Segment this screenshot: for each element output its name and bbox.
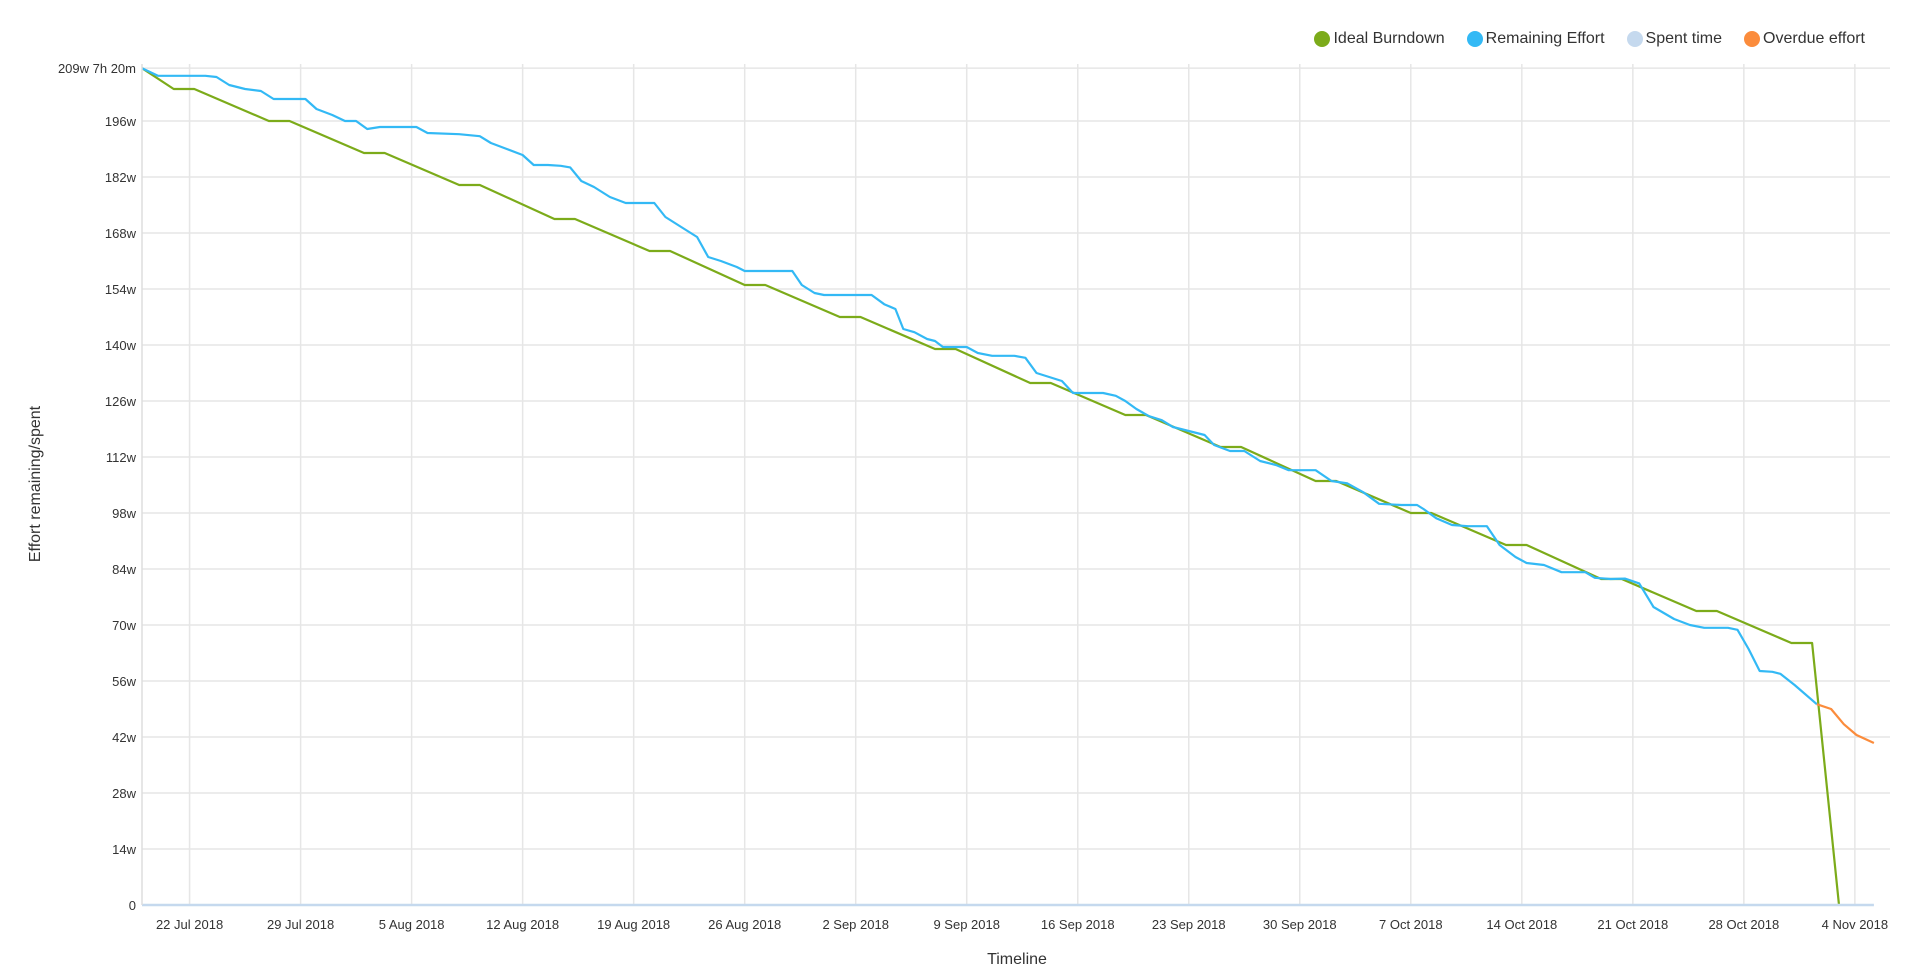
y-tick-label: 98w bbox=[112, 506, 136, 521]
x-tick-label: 14 Oct 2018 bbox=[1486, 917, 1557, 932]
legend-item-ideal-burndown[interactable]: Ideal Burndown bbox=[1314, 30, 1445, 48]
y-tick-label: 112w bbox=[106, 450, 137, 465]
series-overdue-effort[interactable] bbox=[1816, 703, 1875, 744]
y-tick-label: 209w 7h 20m bbox=[58, 61, 136, 76]
legend-label: Ideal Burndown bbox=[1333, 30, 1445, 47]
series-remaining-effort[interactable] bbox=[141, 67, 1818, 706]
x-tick-label: 23 Sep 2018 bbox=[1152, 917, 1226, 932]
y-tick-label: 56w bbox=[112, 674, 136, 689]
legend-item-spent-time[interactable]: Spent time bbox=[1626, 30, 1723, 48]
y-tick-label: 28w bbox=[112, 786, 136, 801]
y-tick-label: 154w bbox=[105, 282, 137, 297]
legend-dot-icon bbox=[1466, 31, 1483, 47]
series-lines bbox=[141, 67, 1875, 907]
y-tick-label: 126w bbox=[105, 394, 137, 409]
legend-label: Remaining Effort bbox=[1485, 30, 1605, 47]
y-tick-label: 14w bbox=[112, 842, 136, 857]
x-tick-label: 2 Sep 2018 bbox=[822, 917, 889, 932]
legend-dot-icon bbox=[1626, 31, 1643, 47]
legend-label: Spent time bbox=[1645, 30, 1723, 47]
legend-dot-icon bbox=[1314, 31, 1331, 47]
axes: 0 14w 28w 42w 56w 70w 84w 98w 112w 126w 140w 154w 16… bbox=[58, 61, 1888, 932]
y-tick-label: 84w bbox=[112, 562, 136, 577]
y-axis-title: Effort remaining/spent bbox=[27, 405, 44, 562]
legend-dot-icon bbox=[1744, 31, 1761, 47]
x-axis-title: Timeline bbox=[987, 951, 1047, 968]
y-tick-label: 70w bbox=[112, 618, 136, 633]
legend-label: Overdue effort bbox=[1763, 30, 1865, 47]
x-tick-label: 26 Aug 2018 bbox=[708, 917, 781, 932]
x-tick-label: 28 Oct 2018 bbox=[1708, 917, 1779, 932]
y-tick-label: 140w bbox=[105, 338, 137, 353]
x-tick-label: 12 Aug 2018 bbox=[486, 917, 559, 932]
x-tick-label: 16 Sep 2018 bbox=[1041, 917, 1115, 932]
legend-item-overdue-effort[interactable]: Overdue effort bbox=[1744, 30, 1865, 48]
series-ideal-burndown[interactable] bbox=[141, 67, 1841, 906]
y-tick-label: 182w bbox=[105, 170, 137, 185]
x-tick-label: 30 Sep 2018 bbox=[1263, 917, 1337, 932]
x-tick-label: 19 Aug 2018 bbox=[597, 917, 670, 932]
x-tick-label: 4 Nov 2018 bbox=[1822, 917, 1889, 932]
y-tick-label: 196w bbox=[105, 114, 137, 129]
y-tick-label: 168w bbox=[105, 226, 137, 241]
chart-legend: Ideal Burndown Remaining Effort Spent ti… bbox=[1314, 30, 1865, 48]
x-tick-label: 22 Jul 2018 bbox=[156, 917, 223, 932]
x-tick-label: 5 Aug 2018 bbox=[379, 917, 445, 932]
x-tick-label: 7 Oct 2018 bbox=[1379, 917, 1443, 932]
x-tick-label: 29 Jul 2018 bbox=[267, 917, 334, 932]
y-tick-label: 42w bbox=[112, 730, 136, 745]
legend-item-remaining-effort[interactable]: Remaining Effort bbox=[1466, 30, 1605, 48]
x-tick-label: 9 Sep 2018 bbox=[933, 917, 1000, 932]
grid-lines bbox=[142, 64, 1890, 905]
y-tick-label: 0 bbox=[129, 898, 136, 913]
x-tick-label: 21 Oct 2018 bbox=[1597, 917, 1668, 932]
